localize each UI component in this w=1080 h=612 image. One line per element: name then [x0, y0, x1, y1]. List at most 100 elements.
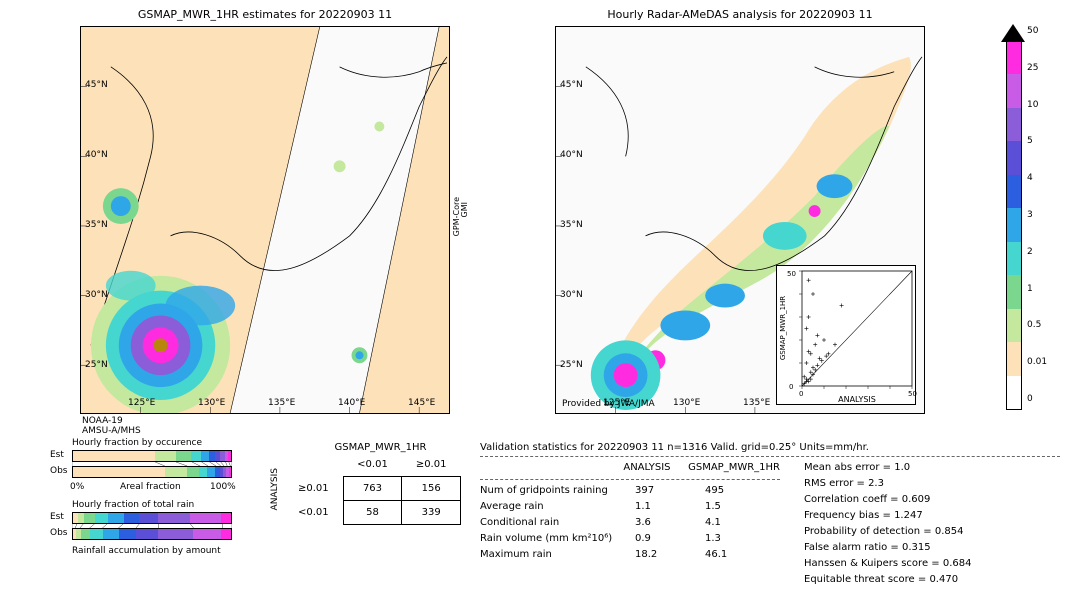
total-obs-bar [72, 528, 232, 540]
svg-text:0: 0 [799, 390, 803, 398]
ct-col: <0.01 [343, 453, 402, 477]
validation-row: Average rain1.11.5 [480, 499, 780, 515]
row-label-obs: Obs [50, 466, 68, 476]
svg-text:50: 50 [908, 390, 917, 398]
occurrence-title: Hourly fraction by occurence [72, 438, 202, 448]
val-colhead: ANALYSIS [623, 460, 688, 476]
score-value: 1.247 [894, 510, 923, 521]
colorbar-arrow-icon [1000, 24, 1026, 42]
score-label: Hanssen & Kuipers score = [804, 558, 940, 569]
scatter-ylabel: GSMAP_MWR_1HR [779, 296, 787, 360]
ct-row: <0.01 [284, 501, 343, 525]
colorbar-segment [1007, 309, 1021, 342]
validation-row: Rain volume (mm km²10⁶)0.91.3 [480, 531, 780, 547]
colorbar-tick: 10 [1027, 100, 1038, 110]
colorbar-segment [1007, 141, 1021, 174]
ct-cell: 156 [402, 477, 461, 501]
fraction-segment [84, 513, 95, 523]
score-value: 2.3 [868, 478, 884, 489]
divider [480, 479, 780, 480]
score-row: False alarm ratio = 0.315 [804, 540, 1034, 556]
colorbar-tick: 5 [1027, 136, 1033, 146]
lat-tick: 40°N [560, 150, 583, 160]
ct-cell: 763 [343, 477, 402, 501]
fraction-segment [176, 451, 192, 461]
colorbar-tick: 50 [1027, 26, 1038, 36]
val-label: Maximum rain [480, 547, 635, 563]
fraction-segment [139, 513, 158, 523]
fraction-segment [155, 451, 176, 461]
colorbar-segment [1007, 175, 1021, 208]
validation-row: Conditional rain3.64.1 [480, 515, 780, 531]
lat-tick: 35°N [85, 220, 108, 230]
lon-tick: 135°E [743, 398, 770, 408]
fraction-segment [73, 467, 165, 477]
val-a: 0.9 [635, 531, 705, 547]
xaxis-left: 0% [70, 482, 84, 492]
val-b: 495 [705, 483, 724, 499]
accum-title: Rainfall accumulation by amount [72, 546, 221, 556]
colorbar-tick: 2 [1027, 247, 1033, 257]
validation-section: Validation statistics for 20220903 11 n=… [480, 442, 1060, 588]
score-value: 0.470 [929, 574, 958, 585]
fraction-segment [73, 451, 155, 461]
val-label: Average rain [480, 499, 635, 515]
val-b: 46.1 [705, 547, 727, 563]
fraction-segment [158, 529, 193, 539]
lon-tick: 125°E [603, 398, 630, 408]
lon-tick: 130°E [673, 398, 700, 408]
colorbar-tick: 4 [1027, 173, 1033, 183]
fraction-segment [136, 529, 158, 539]
score-value: 0.609 [902, 494, 931, 505]
colorbar-segment [1007, 275, 1021, 308]
fraction-segment [193, 529, 221, 539]
occurrence-obs-bar [72, 466, 232, 478]
lat-tick: 25°N [560, 360, 583, 370]
colorbar-segment [1007, 342, 1021, 375]
colorbar-tick: 25 [1027, 63, 1038, 73]
fraction-segment [229, 467, 231, 477]
row-label-est: Est [50, 450, 64, 460]
score-row: Correlation coeff = 0.609 [804, 492, 1034, 508]
scatter-svg: ANALYSIS GSMAP_MWR_1HR 050 050 [777, 266, 917, 406]
fraction-segment [103, 529, 119, 539]
lon-tick: 125°E [128, 398, 155, 408]
score-value: 0.854 [935, 526, 964, 537]
xaxis-right: 100% [210, 482, 236, 492]
fraction-segment [158, 513, 190, 523]
colorbar-tick: 0.5 [1027, 320, 1041, 330]
fraction-segment [221, 529, 230, 539]
score-label: False alarm ratio = [804, 542, 899, 553]
occurrence-est-bar [72, 450, 232, 462]
lat-tick: 30°N [85, 290, 108, 300]
val-b: 1.3 [705, 531, 721, 547]
left-map-title: GSMAP_MWR_1HR estimates for 20220903 11 [80, 8, 450, 21]
ct-cell: 58 [343, 501, 402, 525]
noaa-label: NOAA-19 [82, 416, 123, 426]
val-a: 1.1 [635, 499, 705, 515]
fraction-segment [221, 513, 230, 523]
score-label: Correlation coeff = [804, 494, 899, 505]
ct-col: ≥0.01 [402, 453, 461, 477]
validation-header: Validation statistics for 20220903 11 n=… [480, 442, 1060, 453]
left-map-panel: GPM-Core GMI [80, 26, 450, 414]
ct-cell: 339 [402, 501, 461, 525]
xaxis-mid: Areal fraction [120, 482, 181, 492]
val-b: 4.1 [705, 515, 721, 531]
lat-tick: 45°N [560, 80, 583, 90]
score-row: Hanssen & Kuipers score = 0.684 [804, 556, 1034, 572]
score-row: Frequency bias = 1.247 [804, 508, 1034, 524]
fraction-segment [207, 467, 215, 477]
total-title: Hourly fraction of total rain [72, 500, 194, 510]
colorbar-segment [1007, 41, 1021, 74]
lon-tick: 135°E [268, 398, 295, 408]
fraction-segment [228, 451, 231, 461]
lon-tick: 140°E [338, 398, 365, 408]
fraction-segment [190, 513, 222, 523]
colorbar-segment [1007, 208, 1021, 241]
validation-row: Num of gridpoints raining397495 [480, 483, 780, 499]
colorbar-segment [1007, 242, 1021, 275]
fraction-segment [81, 529, 90, 539]
scatter-xlabel: ANALYSIS [838, 395, 876, 404]
colorbar-tick: 0 [1027, 394, 1033, 404]
